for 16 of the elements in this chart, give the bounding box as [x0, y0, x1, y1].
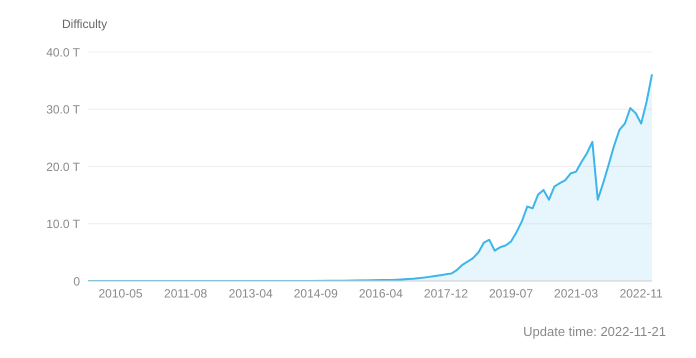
- x-tick-label: 2019-07: [488, 286, 534, 301]
- y-tick-label: 20.0 T: [46, 160, 81, 174]
- y-tick-label: 0: [73, 274, 80, 288]
- x-tick-label: 2022-11: [620, 286, 664, 301]
- x-tick-label: 2013-04: [228, 286, 274, 301]
- x-tick-label: 2010-05: [98, 286, 143, 301]
- y-tick-label: 30.0 T: [46, 102, 81, 117]
- text: Update time: 2022-11-21: [523, 324, 666, 339]
- y-tick-label: 40.0 T: [46, 45, 81, 60]
- y-tick-label: 10.0 T: [46, 217, 81, 232]
- x-tick-label: 2017-12: [424, 286, 468, 301]
- x-tick-label: 2014-09: [294, 286, 338, 301]
- x-tick-label: 2011-08: [164, 286, 208, 301]
- x-tick-label: 2016-04: [358, 286, 404, 301]
- x-tick-label: 2021-03: [554, 286, 598, 301]
- y-axis-title: Difficulty: [62, 17, 108, 31]
